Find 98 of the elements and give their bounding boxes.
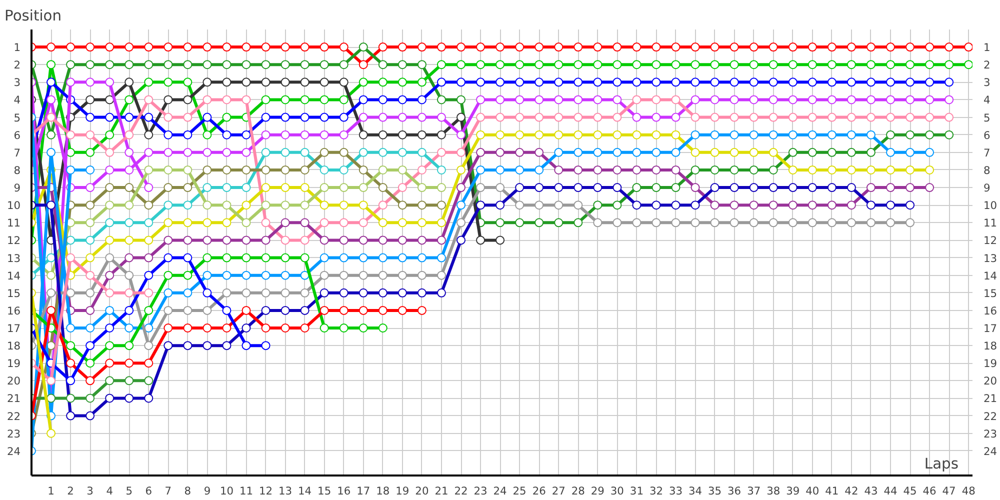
y2-tick-label: 15 bbox=[984, 286, 998, 300]
x-tick-label: 40 bbox=[806, 484, 820, 498]
y2-tick-label: 20 bbox=[984, 374, 998, 388]
x-tick-label: 2 bbox=[67, 484, 74, 498]
x-tick-label: 43 bbox=[864, 484, 878, 498]
x-tick-label: 12 bbox=[258, 484, 273, 498]
x-tick-label: 13 bbox=[278, 484, 292, 498]
y-tick-label: 13 bbox=[6, 252, 21, 265]
x-tick-label: 23 bbox=[474, 484, 488, 498]
y-tick-label: 1 bbox=[14, 41, 20, 54]
x-tick-label: 25 bbox=[512, 484, 526, 498]
x-tick-label: 34 bbox=[688, 484, 702, 498]
y-axis-title: Position bbox=[4, 8, 62, 24]
x-tick-label: 27 bbox=[552, 484, 566, 498]
y-tick-label: 17 bbox=[6, 322, 21, 336]
x-tick-label: 33 bbox=[668, 484, 683, 498]
x-tick-label: 24 bbox=[493, 484, 508, 498]
x-tick-label: 30 bbox=[610, 484, 624, 498]
x-tick-label: 15 bbox=[318, 484, 332, 498]
y-tick-label: 19 bbox=[6, 357, 21, 370]
y-tick-label: 11 bbox=[6, 216, 21, 230]
x-tick-label: 48 bbox=[962, 484, 976, 498]
x-tick-label: 4 bbox=[106, 484, 114, 498]
x-tick-label: 18 bbox=[376, 484, 390, 498]
x-axis-title: Laps bbox=[924, 456, 959, 472]
x-tick-label: 41 bbox=[825, 484, 839, 498]
x-tick-label: 29 bbox=[590, 484, 605, 498]
y2-tick-label: 16 bbox=[984, 304, 998, 318]
y-tick-label: 14 bbox=[6, 269, 21, 282]
x-tick-label: 10 bbox=[220, 484, 234, 498]
x-tick-label: 9 bbox=[204, 484, 211, 498]
y2-tick-label: 9 bbox=[984, 182, 990, 195]
y2-tick-label: 7 bbox=[984, 146, 990, 160]
x-tick-label: 21 bbox=[434, 484, 448, 498]
x-tick-label: 11 bbox=[239, 484, 254, 498]
y2-tick-label: 22 bbox=[984, 410, 998, 423]
x-tick-label: 45 bbox=[903, 484, 917, 498]
y2-tick-label: 2 bbox=[984, 58, 990, 72]
y-tick-label: 20 bbox=[6, 374, 21, 388]
x-tick-label: 37 bbox=[747, 484, 761, 498]
y-tick-label: 9 bbox=[14, 182, 21, 195]
x-tick-label: 31 bbox=[630, 484, 644, 498]
x-tick-label: 14 bbox=[298, 484, 312, 498]
y-tick-label: 6 bbox=[14, 128, 21, 142]
y2-tick-label: 18 bbox=[984, 340, 998, 353]
x-tick-label: 32 bbox=[649, 484, 664, 498]
x-tick-label: 19 bbox=[396, 484, 410, 498]
x-tick-label: 17 bbox=[356, 484, 370, 498]
y-tick-label: 5 bbox=[14, 111, 20, 124]
y2-tick-label: 1 bbox=[984, 41, 990, 54]
x-tick-label: 42 bbox=[844, 484, 858, 498]
y-tick-label: 18 bbox=[6, 340, 21, 353]
x-tick-label: 16 bbox=[337, 484, 351, 498]
x-tick-label: 47 bbox=[942, 484, 956, 498]
x-tick-label: 5 bbox=[126, 484, 133, 498]
x-tick-label: 22 bbox=[454, 484, 468, 498]
y2-tick-label: 5 bbox=[984, 111, 990, 124]
y-tick-label: 21 bbox=[6, 392, 21, 406]
y2-tick-label: 23 bbox=[984, 427, 998, 440]
y2-tick-label: 12 bbox=[984, 234, 998, 248]
x-tick-label: 46 bbox=[922, 484, 937, 498]
y2-tick-label: 6 bbox=[984, 128, 990, 142]
y2-tick-label: 21 bbox=[984, 392, 998, 406]
x-tick-label: 38 bbox=[766, 484, 780, 498]
y-tick-label: 12 bbox=[6, 234, 21, 248]
x-tick-label: 1 bbox=[48, 484, 54, 498]
x-tick-label: 39 bbox=[786, 484, 800, 498]
y-tick-label: 15 bbox=[6, 286, 21, 300]
y-tick-label: 4 bbox=[14, 94, 21, 107]
x-tick-label: 35 bbox=[708, 484, 722, 498]
x-tick-label: 8 bbox=[184, 484, 192, 498]
y2-tick-label: 8 bbox=[984, 164, 990, 177]
y-tick-label: 24 bbox=[6, 444, 21, 458]
y2-tick-label: 17 bbox=[984, 322, 998, 336]
x-tick-label: 28 bbox=[571, 484, 586, 498]
y-tick-label: 8 bbox=[14, 164, 21, 177]
x-tick-label: 36 bbox=[728, 484, 742, 498]
y2-tick-label: 10 bbox=[984, 199, 998, 212]
y2-tick-label: 4 bbox=[984, 94, 990, 107]
y-tick-label: 23 bbox=[6, 427, 21, 440]
x-tick-label: 26 bbox=[532, 484, 546, 498]
y2-tick-label: 14 bbox=[984, 269, 998, 282]
x-tick-label: 20 bbox=[415, 484, 429, 498]
y2-tick-label: 13 bbox=[984, 252, 998, 265]
y2-tick-label: 11 bbox=[984, 216, 998, 230]
x-tick-label: 7 bbox=[164, 484, 172, 498]
y2-tick-label: 3 bbox=[984, 76, 990, 90]
y-tick-label: 10 bbox=[6, 199, 21, 212]
x-tick-label: 6 bbox=[145, 484, 152, 498]
y-tick-label: 16 bbox=[6, 304, 21, 318]
y-tick-label: 3 bbox=[14, 76, 20, 90]
y2-tick-label: 19 bbox=[984, 357, 998, 370]
y-tick-label: 22 bbox=[6, 410, 21, 423]
x-tick-label: 3 bbox=[86, 484, 94, 498]
y2-tick-label: 24 bbox=[984, 444, 998, 458]
y-tick-label: 7 bbox=[14, 146, 20, 160]
y-tick-label: 2 bbox=[14, 58, 20, 72]
x-tick-label: 44 bbox=[884, 484, 898, 498]
